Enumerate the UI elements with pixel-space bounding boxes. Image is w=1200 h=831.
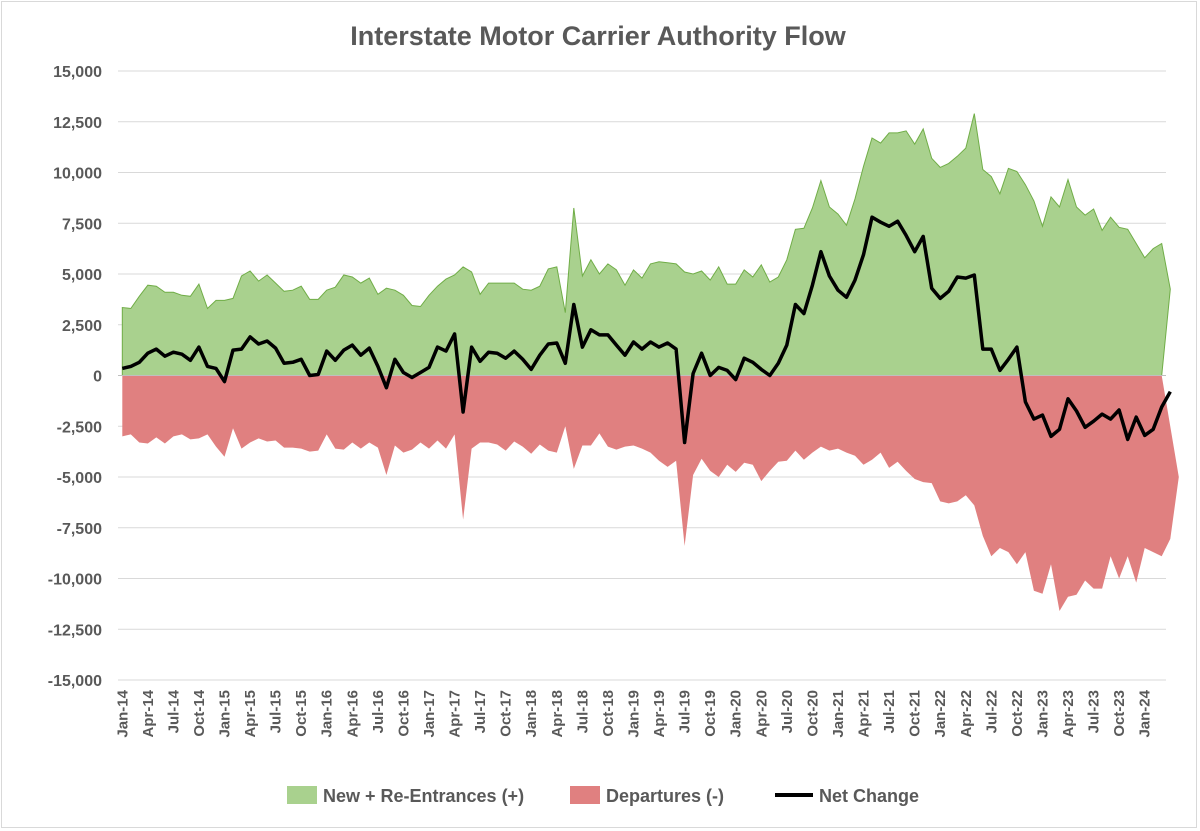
x-tick-label: Oct-15 [293, 690, 310, 737]
x-tick-label: Apr-21 [856, 690, 873, 738]
x-tick-label: Apr-17 [447, 690, 464, 738]
x-tick-label: Jul-17 [472, 690, 489, 733]
y-tick-label: -10,000 [48, 572, 102, 589]
y-tick-label: 0 [93, 369, 102, 386]
x-tick-label: Jan-19 [626, 690, 643, 738]
x-tick-label: Jul-22 [983, 690, 1000, 733]
legend-departures: Departures (-) [570, 786, 724, 806]
legend-label: Net Change [819, 786, 919, 806]
x-tick-label: Oct-18 [600, 690, 617, 737]
x-tick-label: Jan-24 [1137, 689, 1154, 737]
x-tick-label: Jul-23 [1086, 690, 1103, 733]
line-series [121, 215, 1172, 445]
x-tick-label: Oct-16 [395, 690, 412, 737]
x-tick-label: Apr-14 [140, 689, 157, 737]
x-tick-label: Jan-20 [728, 690, 745, 738]
chart-title: Interstate Motor Carrier Authority Flow [350, 21, 847, 51]
legend-new-re-entrances: New + Re-Entrances (+) [287, 786, 524, 806]
x-tick-label: Apr-23 [1060, 690, 1077, 738]
y-tick-label: -5,000 [57, 470, 102, 487]
legend-label: Departures (-) [606, 786, 724, 806]
y-tick-label: 2,500 [62, 318, 102, 335]
y-tick-label: 10,000 [53, 166, 102, 183]
x-tick-label: Jan-17 [421, 690, 438, 738]
y-tick-label: -15,000 [48, 673, 102, 690]
legend: New + Re-Entrances (+) Departures (-) Net … [287, 786, 919, 806]
x-tick-label: Jul-18 [574, 690, 591, 733]
y-tick-label: -12,500 [48, 622, 102, 639]
x-tick-label: Oct-23 [1111, 690, 1128, 737]
x-tick-label: Jan-23 [1035, 690, 1052, 738]
x-tick-label: Jul-14 [165, 689, 182, 733]
y-tick-label: 12,500 [53, 115, 102, 132]
x-tick-label: Oct-21 [907, 690, 924, 737]
x-tick-label: Jan-22 [932, 690, 949, 738]
line-net-change [121, 215, 1172, 445]
y-tick-label: 5,000 [62, 267, 102, 284]
legend-swatch [570, 786, 600, 804]
x-tick-label: Jan-14 [114, 689, 131, 737]
y-axis-ticks: 15,000 12,500 10,000 7,500 5,000 2,500 0 -2,500… [48, 64, 102, 690]
x-tick-label: Jan-15 [217, 690, 234, 738]
legend-label: New + Re-Entrances (+) [323, 786, 524, 806]
y-tick-label: 7,500 [62, 216, 102, 233]
x-tick-label: Apr-15 [242, 690, 259, 738]
legend-swatch [287, 786, 317, 804]
x-tick-label: Jul-15 [268, 690, 285, 733]
x-tick-label: Jan-21 [830, 690, 847, 738]
x-tick-label: Apr-22 [958, 690, 975, 738]
x-tick-label: Jan-18 [523, 690, 540, 738]
x-tick-label: Jul-16 [370, 690, 387, 733]
x-tick-label: Apr-20 [753, 690, 770, 738]
x-tick-label: Oct-17 [498, 690, 515, 737]
x-tick-label: Oct-20 [804, 690, 821, 737]
x-tick-label: Jul-21 [881, 690, 898, 733]
legend-net-change: Net Change [775, 786, 919, 806]
x-tick-label: Oct-14 [191, 689, 208, 736]
y-tick-label: -2,500 [57, 419, 102, 436]
x-tick-label: Jul-19 [677, 690, 694, 733]
y-tick-label: -7,500 [57, 521, 102, 538]
area-series [121, 113, 1179, 611]
x-tick-label: Oct-19 [702, 690, 719, 737]
x-tick-label: Apr-19 [651, 690, 668, 738]
area-new-re-entrances [121, 113, 1171, 376]
x-tick-label: Apr-16 [344, 690, 361, 738]
y-tick-label: 15,000 [53, 64, 102, 81]
x-tick-label: Jan-16 [319, 690, 336, 738]
x-tick-label: Apr-18 [549, 690, 566, 738]
x-tick-label: Jul-20 [779, 690, 796, 733]
x-tick-label: Oct-22 [1009, 690, 1026, 737]
area-departures [122, 375, 1179, 611]
x-axis-ticks: Jan-14 Apr-14 Jul-14 Oct-14 Jan-15 Apr-15 Jul-… [114, 689, 1153, 737]
